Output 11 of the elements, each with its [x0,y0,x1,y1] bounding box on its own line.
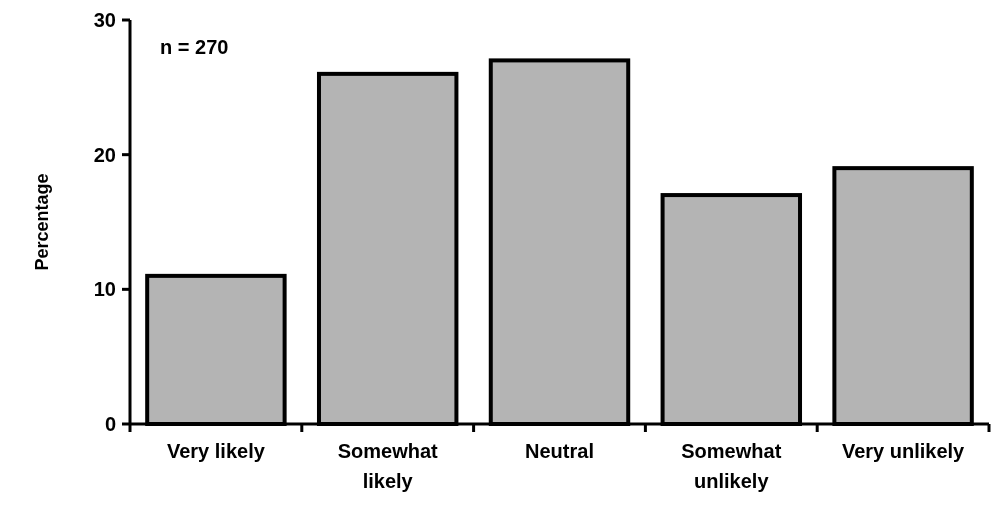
y-tick-label: 30 [93,9,116,31]
x-tick-label: Very unlikely [841,440,966,462]
y-tick-label: 20 [93,143,116,166]
annotation: n = 270 [160,36,229,58]
x-tick-label: Somewhat unlikely [681,440,782,492]
x-tick-label: Very likely [166,440,266,462]
x-tick-label: Neutral [525,440,594,462]
x-tick-label: Somewhat likely [337,440,439,492]
y-tick-label: 0 [104,413,116,435]
y-axis-title: Percentage [32,173,52,271]
y-tick-label: 10 [93,278,116,301]
